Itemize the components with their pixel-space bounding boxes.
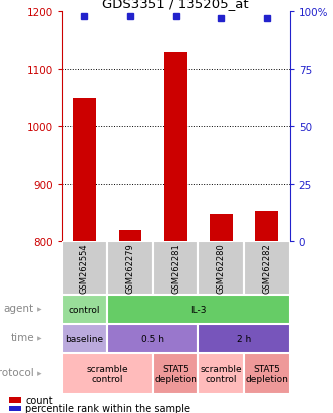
Text: percentile rank within the sample: percentile rank within the sample	[25, 404, 190, 413]
Bar	[153, 353, 198, 394]
Bar	[62, 242, 107, 295]
Bar	[198, 353, 244, 394]
Bar	[119, 230, 142, 242]
Bar	[62, 324, 107, 353]
Text: agent: agent	[4, 303, 34, 313]
Title: GDS3351 / 135205_at: GDS3351 / 135205_at	[102, 0, 249, 10]
Text: GSM262280: GSM262280	[217, 243, 226, 294]
Bar	[153, 242, 198, 295]
Text: GSM262282: GSM262282	[262, 243, 271, 294]
Bar	[107, 324, 198, 353]
Bar	[73, 98, 96, 242]
Text: 0.5 h: 0.5 h	[141, 334, 165, 343]
Bar	[244, 353, 290, 394]
Text: GSM262554: GSM262554	[80, 243, 89, 294]
Bar	[62, 295, 107, 324]
Text: scramble
control: scramble control	[87, 364, 128, 383]
Bar	[107, 295, 290, 324]
Text: STAT5
depletion: STAT5 depletion	[245, 364, 288, 383]
Text: time: time	[10, 332, 34, 342]
Text: scramble
control: scramble control	[200, 364, 242, 383]
Bar	[9, 406, 21, 411]
Text: count: count	[25, 395, 53, 405]
Text: control: control	[69, 305, 100, 314]
Text: GSM262281: GSM262281	[171, 243, 180, 294]
Bar	[164, 52, 187, 242]
Bar	[198, 324, 290, 353]
Bar	[9, 397, 21, 403]
Bar	[198, 242, 244, 295]
Text: IL-3: IL-3	[190, 305, 207, 314]
Text: STAT5
depletion: STAT5 depletion	[154, 364, 197, 383]
Bar	[210, 214, 233, 242]
Bar	[244, 242, 290, 295]
Text: GSM262279: GSM262279	[126, 243, 135, 294]
Text: 2 h: 2 h	[237, 334, 251, 343]
Text: baseline: baseline	[65, 334, 104, 343]
Text: protocol: protocol	[0, 367, 34, 377]
Bar	[107, 242, 153, 295]
Bar	[62, 353, 153, 394]
Bar	[255, 212, 278, 242]
